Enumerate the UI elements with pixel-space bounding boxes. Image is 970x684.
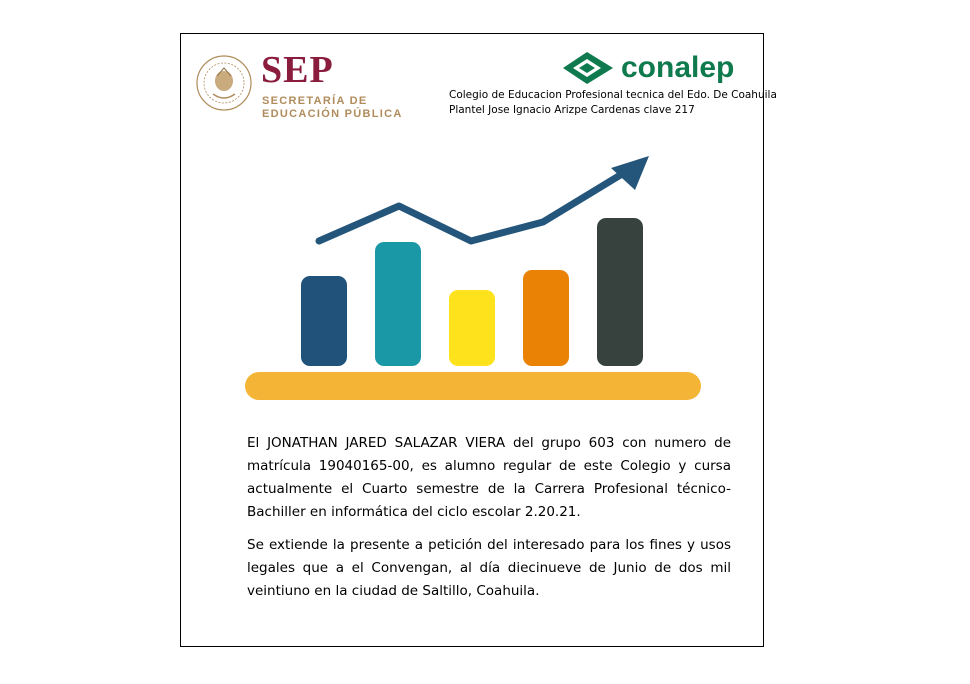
- conalep-name: conalep: [621, 51, 735, 84]
- college-name: Colegio de Educacion Profesional tecnica…: [449, 89, 777, 101]
- chart-bar-4: [523, 270, 569, 366]
- chart-bar-2: [375, 242, 421, 366]
- chart-bar-3: [449, 290, 495, 366]
- campus-name: Plantel Jose Ignacio Arizpe Cardenas cla…: [449, 104, 695, 116]
- sep-subtitle: SECRETARÍA DE EDUCACIÓN PÚBLICA: [262, 95, 412, 121]
- chart-bar-5: [597, 218, 643, 366]
- chart-base: [245, 372, 701, 400]
- certificate-paragraph-1: El JONATHAN JARED SALAZAR VIERA del grup…: [247, 435, 731, 520]
- certificate-paragraph-2: Se extiende la presente a petición del i…: [247, 537, 731, 599]
- sep-subtitle-line2: EDUCACIÓN PÚBLICA: [262, 108, 403, 120]
- sep-title: SEP: [261, 49, 334, 91]
- trend-line: [315, 167, 631, 245]
- chart-bar-1: [301, 276, 347, 366]
- certificate-body: El JONATHAN JARED SALAZAR VIERA del grup…: [247, 432, 731, 613]
- document-frame: SEP SECRETARÍA DE EDUCACIÓN PÚBLICA cona…: [180, 33, 777, 647]
- growth-chart-icon: [245, 156, 701, 400]
- conalep-logo-icon: [563, 52, 613, 84]
- trend-arrow-head: [611, 156, 649, 190]
- sep-subtitle-line1: SECRETARÍA DE: [262, 95, 368, 107]
- mexican-coat-of-arms-icon: [196, 55, 252, 111]
- college-info: Colegio de Educacion Profesional tecnica…: [449, 88, 777, 118]
